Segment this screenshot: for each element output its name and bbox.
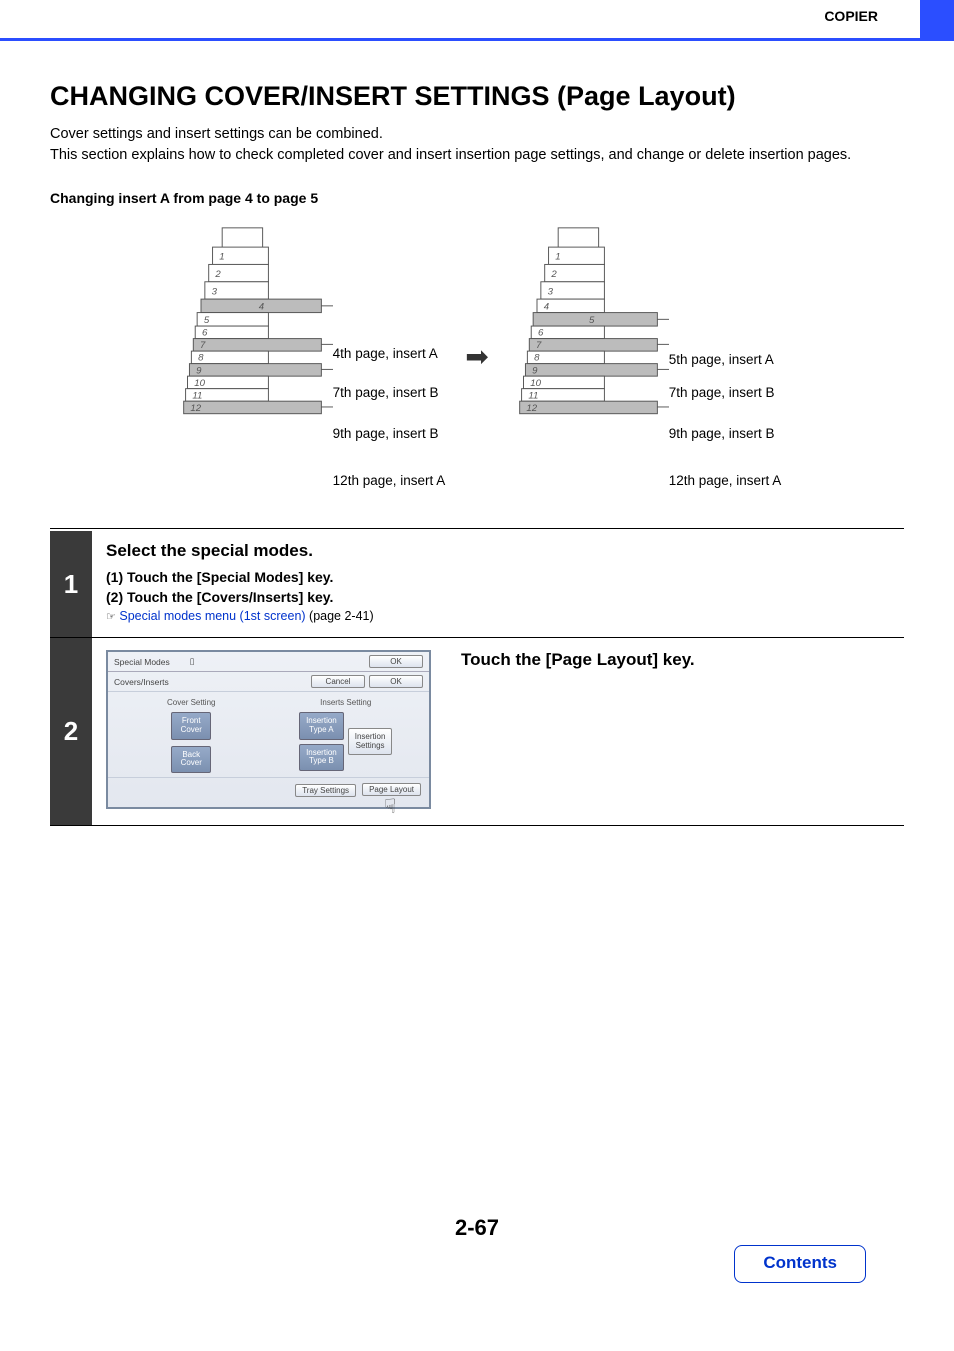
insert-label: 9th page, insert B: [333, 426, 446, 441]
page-stack-icon: 1 2 3 4 5 6 7 8 9 10 11 12: [509, 224, 669, 484]
svg-text:2: 2: [214, 269, 221, 280]
page-stack-icon: 1 2 3 4 5 6 7 8 9 10 11 12: [173, 224, 333, 484]
diagram-right: 1 2 3 4 5 6 7 8 9 10 11 12: [509, 224, 782, 488]
svg-text:3: 3: [211, 286, 217, 297]
insertion-settings-button[interactable]: Insertion Settings: [348, 728, 393, 756]
svg-text:2: 2: [550, 269, 557, 280]
svg-text:11: 11: [528, 390, 538, 401]
svg-text:11: 11: [192, 390, 202, 401]
right-labels: 5th page, insert A 7th page, insert B 9th …: [669, 224, 782, 488]
svg-text:7: 7: [200, 340, 206, 351]
panel-top-bar: Special Modes ▯ OK: [108, 652, 429, 672]
left-labels: 4th page, insert A 7th page, insert B 9th …: [333, 224, 446, 488]
svg-text:3: 3: [547, 286, 553, 297]
insertion-type-a-button[interactable]: Insertion Type A: [299, 712, 344, 740]
panel-footer: Tray Settings Page Layout ☟: [108, 778, 429, 807]
svg-text:1: 1: [555, 252, 560, 263]
step2-body: Special Modes ▯ OK Covers/Inserts Cancel…: [92, 638, 904, 825]
svg-text:12: 12: [526, 403, 537, 414]
front-cover-button[interactable]: Front Cover: [171, 712, 211, 740]
step1-line2: (2) Touch the [Covers/Inserts] key.: [106, 589, 894, 605]
cancel-button[interactable]: Cancel: [311, 675, 365, 688]
svg-text:10: 10: [194, 378, 205, 389]
panel-body: Cover Setting Front Cover Back Cover Ins…: [108, 692, 429, 778]
step-number: 1: [50, 531, 92, 637]
svg-text:4: 4: [258, 302, 263, 313]
svg-text:8: 8: [534, 353, 540, 364]
cover-setting-label: Cover Setting: [114, 698, 269, 707]
insert-label: 4th page, insert A: [333, 346, 446, 361]
svg-text:5: 5: [204, 315, 210, 326]
panel-sub-bar: Covers/Inserts Cancel OK: [108, 672, 429, 692]
ok-button[interactable]: OK: [369, 675, 423, 688]
step2-heading: Touch the [Page Layout] key.: [461, 650, 695, 670]
tray-settings-button[interactable]: Tray Settings: [295, 784, 356, 797]
svg-text:9: 9: [532, 365, 538, 376]
step-2: 2 Special Modes ▯ OK Covers/Inserts Canc…: [50, 638, 904, 826]
svg-text:8: 8: [198, 353, 204, 364]
ui-panel-screenshot: Special Modes ▯ OK Covers/Inserts Cancel…: [106, 650, 431, 809]
step-divider: [50, 528, 904, 529]
insert-label: 12th page, insert A: [333, 473, 446, 488]
header-bar: COPIER: [0, 0, 954, 38]
inserts-setting-label: Inserts Setting: [269, 698, 424, 707]
section-tab: [920, 0, 954, 38]
insert-label: 7th page, insert B: [333, 385, 446, 400]
svg-text:10: 10: [530, 378, 541, 389]
svg-text:5: 5: [589, 315, 595, 326]
svg-text:9: 9: [196, 365, 202, 376]
example-heading: Changing insert A from page 4 to page 5: [50, 190, 904, 206]
insertion-type-b-button[interactable]: Insertion Type B: [299, 744, 344, 772]
section-label: COPIER: [824, 0, 920, 38]
intro-text: Cover settings and insert settings can b…: [50, 124, 904, 166]
hand-cursor-icon: ☟: [384, 794, 396, 819]
page-number: 2-67: [0, 1215, 954, 1241]
step1-line1: (1) Touch the [Special Modes] key.: [106, 569, 894, 585]
insert-label: 7th page, insert B: [669, 385, 782, 400]
svg-text:7: 7: [536, 340, 542, 351]
svg-text:6: 6: [202, 328, 208, 339]
step-number: 2: [50, 638, 92, 825]
page-title: CHANGING COVER/INSERT SETTINGS (Page Lay…: [50, 81, 904, 112]
cover-setting-col: Cover Setting Front Cover Back Cover: [114, 698, 269, 773]
svg-text:4: 4: [543, 302, 548, 313]
panel-subtitle: Covers/Inserts: [114, 677, 169, 687]
arrow-icon: ➡: [465, 340, 488, 373]
insert-label: 9th page, insert B: [669, 426, 782, 441]
diagram-left: 1 2 3 4 5 6 7 8 9 10 11 12: [173, 224, 446, 488]
svg-text:1: 1: [219, 252, 224, 263]
panel-title: Special Modes: [114, 657, 170, 667]
insert-label: 5th page, insert A: [669, 352, 782, 367]
step-1: 1 Select the special modes. (1) Touch th…: [50, 531, 904, 638]
step1-heading: Select the special modes.: [106, 541, 894, 561]
reference-page: (page 2-41): [306, 609, 374, 623]
paper-icon: ▯: [190, 656, 195, 667]
svg-text:6: 6: [538, 328, 544, 339]
step1-body: Select the special modes. (1) Touch the …: [92, 531, 904, 637]
content-area: CHANGING COVER/INSERT SETTINGS (Page Lay…: [0, 41, 954, 826]
diagram-row: 1 2 3 4 5 6 7 8 9 10 11 12: [50, 224, 904, 488]
back-cover-button[interactable]: Back Cover: [171, 746, 211, 774]
contents-button[interactable]: Contents: [734, 1245, 866, 1283]
step1-reference: ☞ Special modes menu (1st screen) (page …: [106, 609, 894, 623]
pointer-icon: ☞: [106, 611, 116, 623]
inserts-setting-col: Inserts Setting Insertion Type A Inserti…: [269, 698, 424, 773]
reference-link[interactable]: Special modes menu (1st screen): [119, 609, 305, 623]
ok-button[interactable]: OK: [369, 655, 423, 668]
svg-text:12: 12: [190, 403, 201, 414]
insert-label: 12th page, insert A: [669, 473, 782, 488]
